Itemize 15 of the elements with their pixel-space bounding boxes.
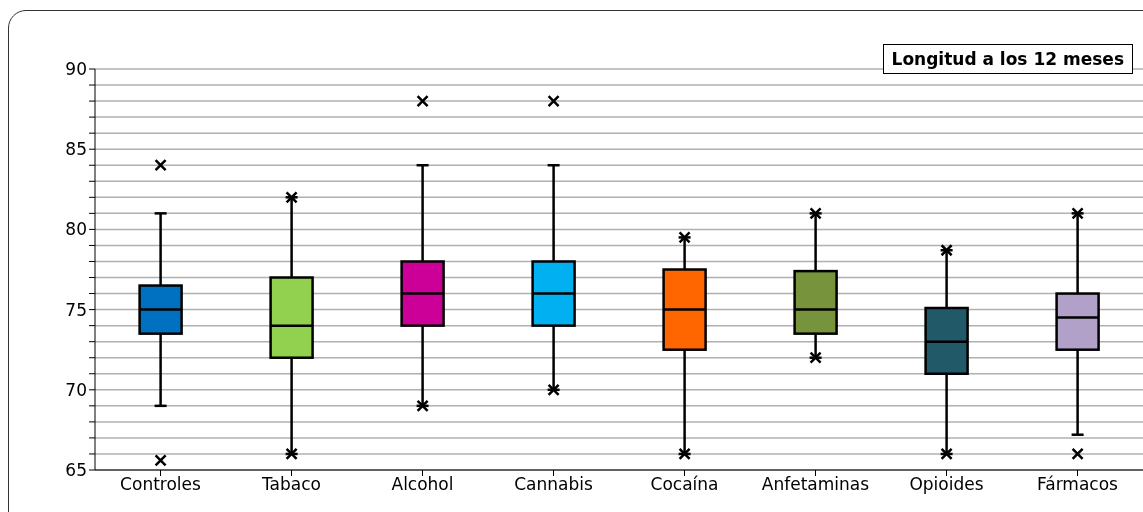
chart-title: Longitud a los 12 meses: [882, 44, 1133, 74]
y-tick-label: 85: [65, 139, 87, 160]
x-tick-label: Cocaína: [650, 474, 719, 495]
x-tick-label: Alcohol: [391, 474, 454, 495]
y-tick-label: 90: [65, 59, 87, 80]
y-tick-label: 65: [65, 460, 87, 481]
x-tick-label: Cannabis: [514, 474, 593, 495]
y-tick-label: 80: [65, 219, 87, 240]
x-tick-label: Tabaco: [261, 474, 321, 495]
x-tick-label: Opioides: [909, 474, 984, 495]
y-tick-label: 75: [65, 299, 87, 320]
y-tick-label: 70: [65, 379, 87, 400]
x-tick-label: Fármacos: [1037, 474, 1119, 495]
x-tick-label: Anfetaminas: [761, 474, 870, 495]
x-tick-label: Controles: [120, 474, 202, 495]
